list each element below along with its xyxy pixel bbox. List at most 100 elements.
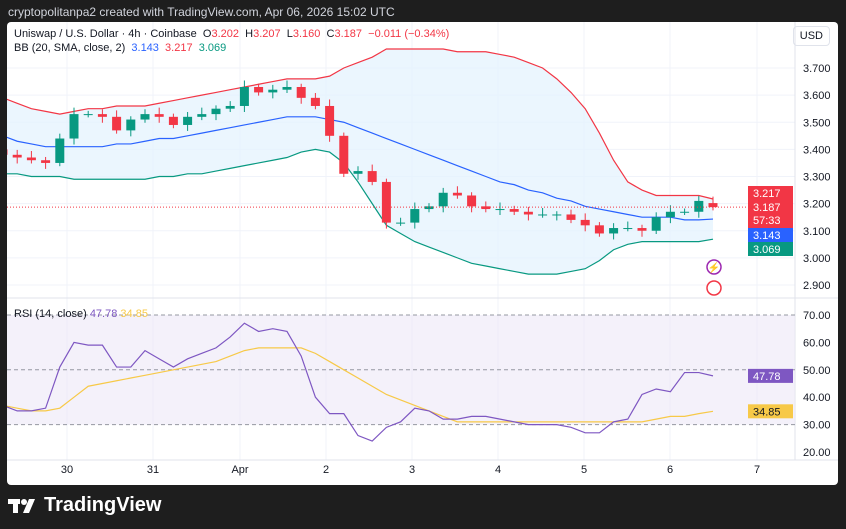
low-value: 3.160: [292, 28, 321, 40]
candle-body: [680, 211, 690, 213]
candle-body: [41, 160, 51, 163]
tradingview-logo[interactable]: TradingView: [8, 494, 161, 517]
candle-body: [580, 219, 590, 226]
candle-body: [12, 154, 22, 158]
high-value: 3.207: [253, 28, 281, 40]
candle-body: [225, 105, 235, 109]
change-value: −0.011 (−0.34%): [368, 28, 450, 40]
bb-upper-line: [7, 48, 714, 200]
candle-body: [694, 200, 704, 212]
candle-body: [112, 116, 122, 131]
rsi-tick-label: 20.00: [803, 447, 831, 459]
candle-body: [523, 211, 533, 215]
candle-body: [438, 192, 448, 207]
lightning-event-icon: [706, 259, 722, 275]
candle-body: [509, 209, 519, 212]
price-tick-label: 3.400: [803, 144, 831, 156]
candle-body: [168, 116, 178, 125]
bb-label: BB (20, SMA, close, 2): [14, 42, 126, 54]
candle-body: [55, 138, 65, 163]
candle-body: [154, 114, 164, 117]
bollinger-band-fill: [7, 49, 713, 275]
price-tick-label: 3.600: [803, 90, 831, 102]
bb-basis-value: 3.143: [131, 42, 159, 54]
time-tick-label: Apr: [231, 464, 248, 476]
rsi-ma-value-label: 34.85: [753, 406, 781, 418]
symbol-title: Uniswap / U.S. Dollar · 4h · Coinbase: [14, 28, 197, 40]
time-tick-label: 5: [581, 464, 587, 476]
candle-body: [495, 209, 505, 211]
candle-body: [268, 89, 278, 93]
price-tick-label: 3.700: [803, 63, 831, 75]
candle-body: [211, 108, 221, 115]
rsi-badge: [748, 368, 793, 383]
us-flag-event-icon: [706, 280, 722, 296]
symbol-legend: Uniswap / U.S. Dollar · 4h · Coinbase O3…: [14, 28, 449, 40]
rsi-value: 47.78: [89, 308, 118, 320]
time-tick-label: 3: [409, 464, 415, 476]
candle-body: [97, 114, 107, 117]
candle-body: [140, 114, 150, 120]
time-tick-label: 4: [495, 464, 501, 476]
time-tick-label: 6: [667, 464, 673, 476]
currency-button[interactable]: USD: [792, 26, 830, 46]
rsi-tick-label: 70.00: [803, 310, 831, 322]
rsi-ma-value: 34.85: [120, 308, 148, 320]
time-tick-label: 31: [147, 464, 159, 476]
bb-legend[interactable]: BB (20, SMA, close, 2) 3.143 3.217 3.069: [14, 42, 226, 54]
chart-svg[interactable]: 3.700 3.600 3.500 3.400 3.300 3.200 3.100 3.000…: [7, 22, 838, 485]
time-tick-label: 2: [323, 464, 329, 476]
candle-body: [7, 149, 8, 155]
rsi-legend[interactable]: RSI (14, close) 47.78 34.85: [14, 308, 148, 320]
rsi-tick-label: 60.00: [803, 337, 831, 349]
rsi-label: RSI (14, close): [14, 308, 87, 320]
rsi-ma-badge: [748, 404, 793, 419]
rsi-tick-label: 30.00: [803, 420, 831, 432]
candle-body: [651, 217, 661, 231]
tradingview-logo-icon: [8, 498, 35, 513]
candle-body: [183, 116, 193, 125]
chart-card[interactable]: 3.700 3.600 3.500 3.400 3.300 3.200 3.100 3.000…: [7, 22, 838, 485]
countdown-label: 57:33: [753, 215, 781, 227]
close-value: 3.187: [334, 28, 363, 40]
candle-body: [282, 86, 292, 90]
close-label: C: [326, 28, 335, 40]
high-label: H: [245, 28, 254, 40]
candle-body: [239, 86, 249, 106]
low-label: L: [286, 28, 293, 40]
candle-body: [396, 222, 406, 224]
candle-body: [467, 195, 477, 207]
bb-upper-value: 3.217: [165, 42, 193, 54]
candle-body: [665, 211, 675, 218]
rsi-ma-line: [7, 347, 714, 423]
time-tick-label: 30: [61, 464, 73, 476]
bb-basis-badge: [748, 228, 793, 242]
candle-body: [481, 206, 491, 210]
candle-body: [381, 181, 391, 223]
bb-basis-line: [7, 116, 714, 221]
candle-body: [254, 86, 264, 93]
bb-lower-value: 3.069: [198, 42, 227, 54]
candle-body: [197, 114, 207, 117]
bb-lower-line: [7, 148, 714, 275]
candle-body: [339, 135, 349, 174]
rsi-tick-label: 40.00: [803, 392, 831, 404]
candle-body: [325, 105, 335, 136]
last-price-label: 3.187: [753, 202, 781, 214]
lightning-glyph: ⚡: [708, 261, 720, 274]
candle-body: [609, 228, 619, 234]
candle-body: [26, 157, 36, 161]
rsi-tick-label: 50.00: [803, 365, 831, 377]
candle-body: [552, 214, 562, 216]
price-tick-label: 3.000: [803, 253, 831, 265]
candle-body: [452, 192, 462, 196]
candle-body: [69, 114, 79, 139]
open-value: 3.202: [211, 28, 240, 40]
bb-upper-price-label: 3.217: [753, 188, 781, 200]
candle-body: [424, 206, 434, 210]
candle-body: [296, 86, 306, 98]
price-tick-label: 3.500: [803, 117, 831, 129]
candle-body: [594, 225, 604, 234]
rsi-line: [7, 322, 714, 442]
open-label: O: [202, 28, 212, 40]
